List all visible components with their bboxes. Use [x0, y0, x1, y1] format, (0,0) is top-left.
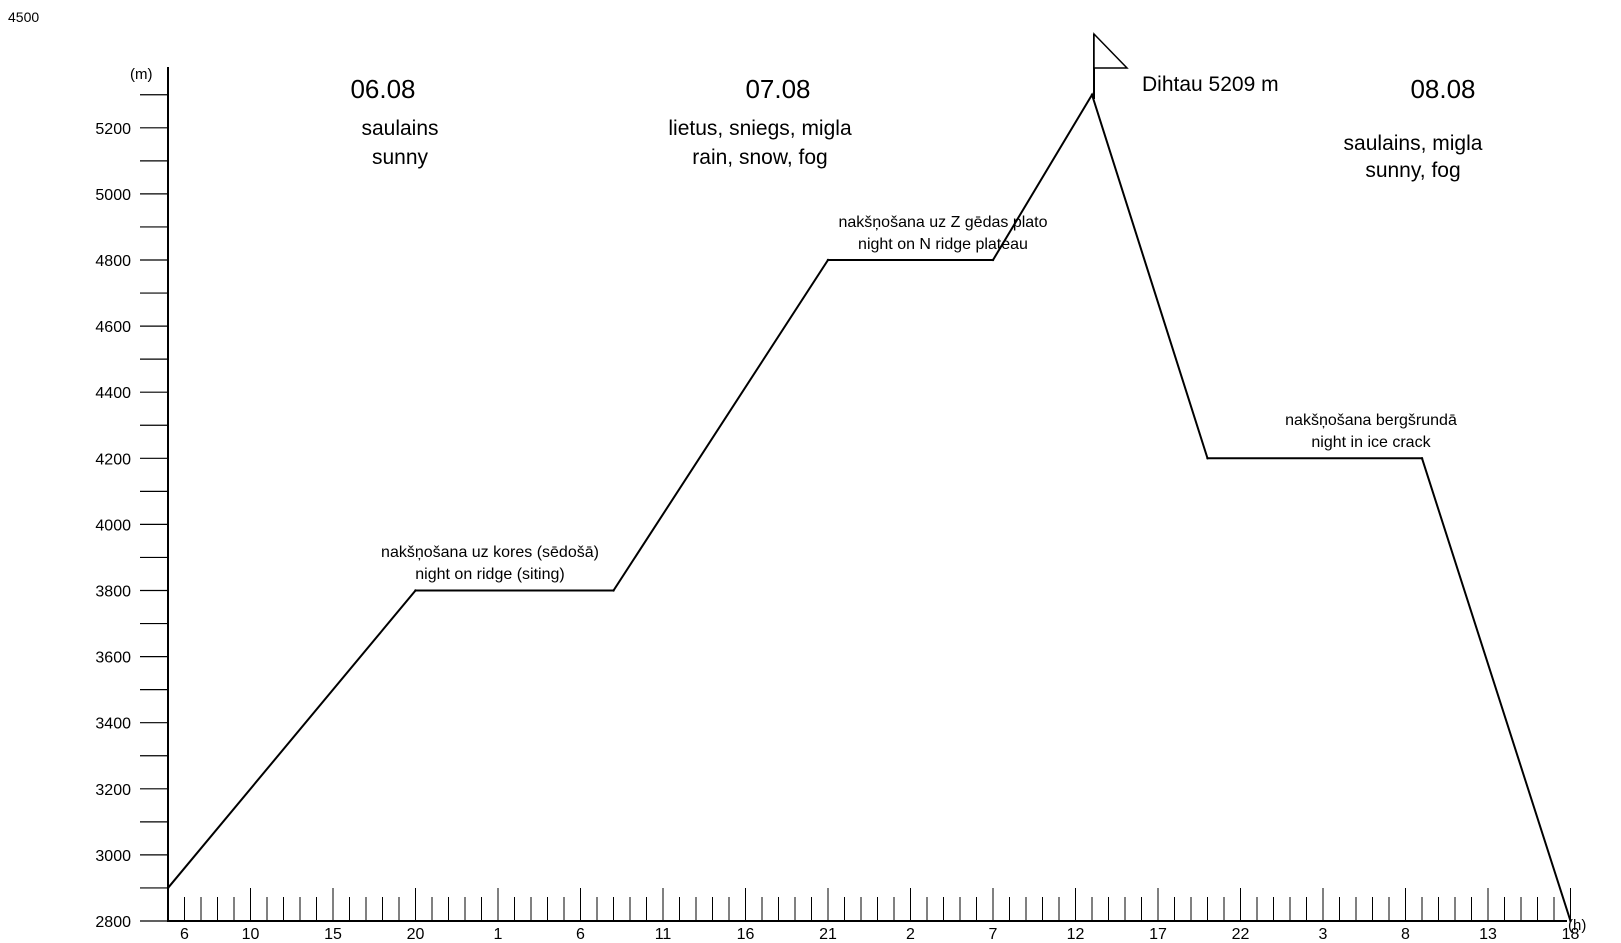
- y-axis-unit-label: (m): [130, 66, 153, 83]
- y-tick-label: 4400: [95, 385, 131, 402]
- y-tick-label: 4800: [95, 253, 131, 270]
- y-tick-label: 4000: [95, 517, 131, 534]
- y-tick-label: 3800: [95, 584, 131, 601]
- x-tick-label: 6: [180, 926, 189, 943]
- x-tick-label: 6: [576, 926, 585, 943]
- day-weather-lv-0708: lietus, sniegs, migla: [668, 117, 852, 140]
- day-weather-lv-0808: saulains, migla: [1344, 132, 1483, 155]
- profile-point: [991, 258, 995, 262]
- x-tick-label: 16: [737, 926, 755, 943]
- y-tick-label: 4200: [95, 451, 131, 468]
- annotation-night-plateau-en: night on N ridge plateau: [858, 236, 1028, 253]
- day-weather-lv-0608: saulains: [361, 117, 438, 140]
- day-weather-en-0808: sunny, fog: [1365, 159, 1460, 182]
- day-date-0608: 06.08: [350, 74, 415, 104]
- profile-point: [1206, 457, 1209, 460]
- x-tick-label: 8: [1401, 926, 1410, 943]
- profile-points-group: [166, 93, 1572, 923]
- y-tick-label: 3000: [95, 848, 131, 865]
- x-tick-label: 11: [655, 926, 672, 943]
- profile-point: [1569, 919, 1572, 923]
- profile-point: [1420, 457, 1424, 460]
- x-tick-label: 10: [242, 926, 260, 943]
- summit-flag-icon: [1093, 32, 1129, 69]
- x-tick-label: 1: [494, 926, 503, 943]
- x-tick-label: 7: [989, 926, 998, 943]
- y-tick-label: 3400: [95, 716, 131, 733]
- x-tick-label: 17: [1149, 926, 1167, 943]
- y-tick-label: 3600: [95, 650, 131, 667]
- y-tick-label: 5000: [95, 187, 131, 204]
- y-tick-label: 2800: [95, 914, 131, 931]
- x-tick-label: 12: [1067, 926, 1085, 943]
- summit-label: Dihtau 5209 m: [1142, 73, 1279, 96]
- annotation-night-crack-lv: nakšņošana bergšrundā: [1285, 412, 1457, 429]
- day-date-0808: 08.08: [1410, 74, 1475, 104]
- x-ticks-group: 6 10 15 20 1 6 11 16 21 2 7 12 17 22 3 8 13 18: [167, 888, 1580, 943]
- annotation-night-ridge-en: night on ridge (siting): [415, 566, 564, 583]
- x-tick-label: 18: [1562, 926, 1580, 943]
- x-tick-label: 13: [1479, 926, 1497, 943]
- profile-point: [414, 589, 417, 592]
- x-tick-label: 2: [906, 926, 915, 943]
- annotation-night-plateau-lv: nakšņošana uz Z gēdas plato: [838, 214, 1047, 231]
- day-weather-en-0608: sunny: [372, 146, 429, 169]
- x-tick-label: 20: [407, 926, 425, 943]
- corner-note: 4500: [8, 9, 39, 25]
- profile-point: [166, 886, 170, 890]
- y-ticks-group: 2800 3000 3200 3400 3600 3800 4000 4200 4400 4600…: [95, 94, 168, 931]
- y-tick-label: 4600: [95, 319, 131, 336]
- annotation-night-ridge-lv: nakšņošana uz kores (sēdošā): [381, 544, 599, 561]
- x-tick-label: 22: [1232, 926, 1250, 943]
- annotation-night-crack-en: night in ice crack: [1311, 434, 1431, 451]
- x-axis-unit-label: (h): [1568, 917, 1586, 934]
- x-tick-label: 3: [1319, 926, 1328, 943]
- y-tick-label: 5200: [95, 121, 131, 138]
- profile-point: [1090, 93, 1094, 96]
- y-tick-label: 3200: [95, 782, 131, 799]
- profile-point: [612, 589, 615, 592]
- profile-point: [826, 258, 830, 262]
- x-tick-label: 21: [819, 926, 837, 943]
- x-tick-label: 15: [324, 926, 342, 943]
- day-weather-en-0708: rain, snow, fog: [692, 146, 827, 169]
- day-date-0708: 07.08: [745, 74, 810, 104]
